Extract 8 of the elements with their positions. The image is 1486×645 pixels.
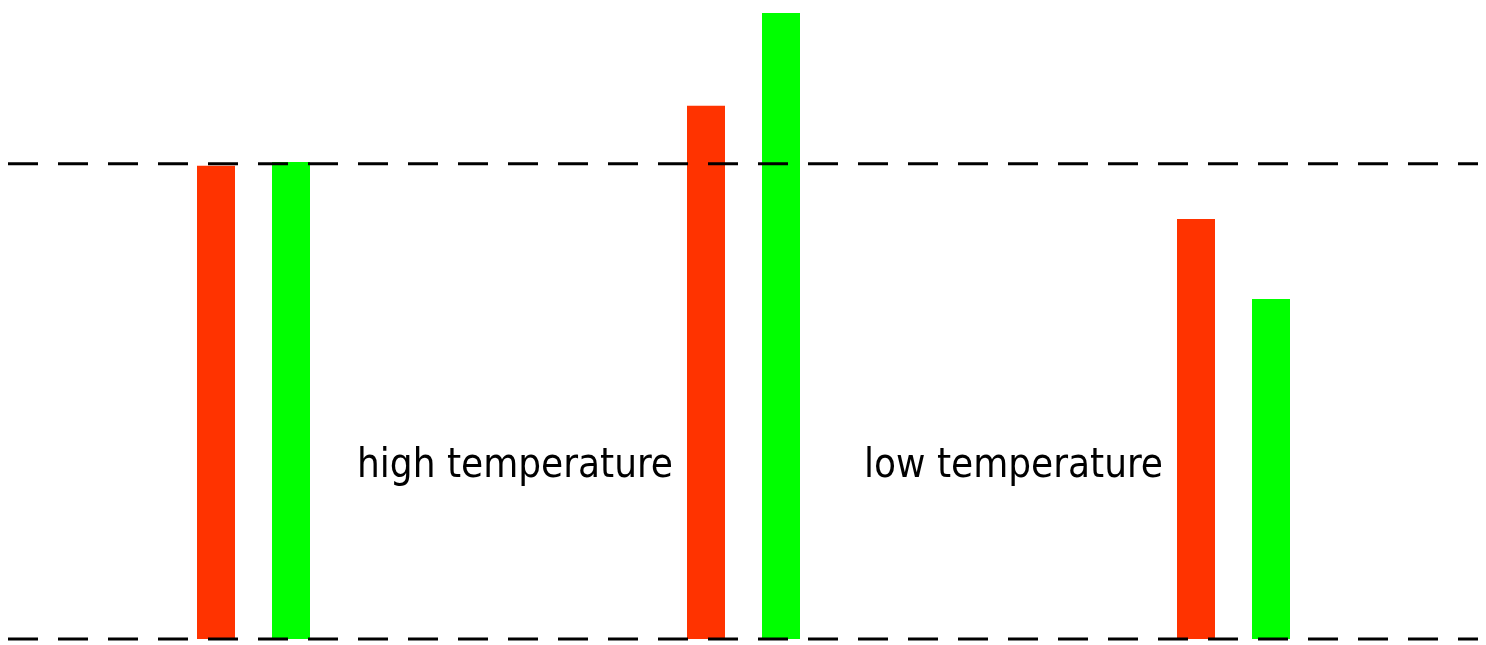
bar bbox=[197, 165, 235, 639]
bar bbox=[1177, 218, 1215, 639]
bar bbox=[272, 161, 310, 639]
annotation: high temperature bbox=[356, 438, 673, 488]
bar bbox=[762, 13, 800, 639]
bar bbox=[1252, 299, 1290, 639]
annotation: low temperature bbox=[864, 438, 1163, 488]
bar bbox=[687, 105, 725, 639]
